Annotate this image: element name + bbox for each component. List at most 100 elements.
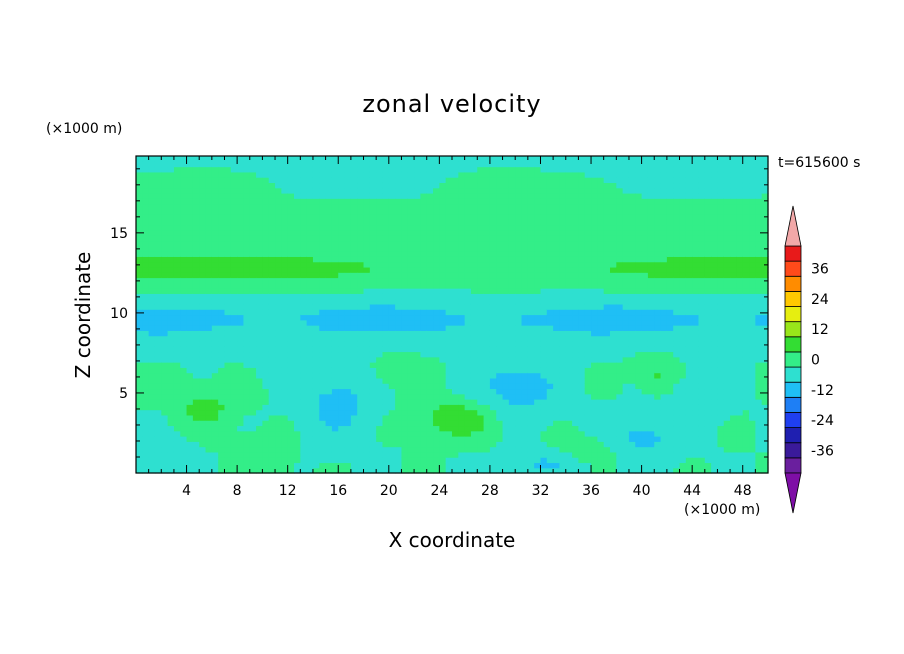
- field-cell: [237, 346, 245, 353]
- field-cell: [489, 346, 497, 353]
- field-cell: [199, 214, 207, 220]
- field-cell: [622, 372, 630, 379]
- field-cell: [597, 229, 605, 236]
- field-cell: [597, 362, 605, 368]
- field-cell: [635, 346, 643, 353]
- field-cell: [647, 457, 655, 464]
- field-cell: [414, 467, 421, 474]
- field-cell: [338, 251, 346, 257]
- field-cell: [641, 314, 649, 321]
- field-cell: [256, 298, 263, 305]
- field-cell: [350, 272, 358, 279]
- field-cell: [319, 203, 327, 210]
- field-cell: [256, 245, 263, 252]
- field-cell: [578, 393, 586, 400]
- field-cell: [414, 314, 421, 321]
- field-cell: [161, 166, 169, 173]
- field-cell: [628, 240, 636, 247]
- field-cell: [363, 409, 371, 416]
- field-cell: [331, 340, 339, 347]
- field-cell: [540, 377, 548, 384]
- field-cell: [249, 182, 257, 189]
- field-cell: [527, 467, 535, 474]
- field-cell: [300, 208, 308, 215]
- field-cell: [433, 314, 440, 321]
- field-cell: [439, 351, 447, 358]
- field-cell: [173, 356, 181, 363]
- field-cell: [192, 335, 200, 342]
- field-cell: [553, 214, 561, 220]
- field-cell: [395, 404, 403, 411]
- field-cell: [262, 367, 270, 374]
- field-cell: [470, 187, 478, 194]
- field-cell: [199, 340, 207, 347]
- field-cell: [565, 261, 573, 268]
- field-cell: [603, 451, 611, 458]
- field-cell: [433, 377, 440, 384]
- field-cell: [281, 414, 289, 421]
- field-cell: [230, 319, 238, 326]
- field-cell: [218, 346, 226, 353]
- field-cell: [502, 182, 510, 189]
- field-cell: [445, 182, 453, 189]
- field-cell: [426, 383, 434, 390]
- field-cell: [338, 346, 346, 353]
- field-cell: [369, 430, 377, 437]
- field-cell: [249, 325, 257, 331]
- field-cell: [597, 293, 605, 300]
- field-cell: [660, 430, 668, 437]
- field-cell: [635, 436, 643, 442]
- field-cell: [243, 457, 251, 464]
- field-cell: [445, 362, 453, 368]
- field-cell: [578, 340, 586, 347]
- field-cell: [647, 171, 655, 178]
- field-cell: [300, 293, 308, 300]
- field-cell: [300, 288, 308, 294]
- field-cell: [508, 325, 516, 331]
- field-cell: [521, 309, 529, 316]
- field-cell: [344, 462, 352, 469]
- field-cell: [654, 420, 662, 427]
- field-cell: [363, 198, 371, 205]
- field-cell: [407, 261, 415, 268]
- field-cell: [344, 198, 352, 205]
- field-cell: [647, 446, 655, 453]
- field-cell: [452, 399, 459, 405]
- field-cell: [647, 288, 655, 294]
- field-cell: [584, 404, 592, 411]
- field-cell: [401, 388, 409, 395]
- field-cell: [161, 256, 169, 263]
- field-cell: [458, 462, 466, 469]
- field-cell: [218, 219, 226, 226]
- field-cell: [167, 335, 175, 342]
- field-cell: [275, 362, 282, 368]
- field-cell: [369, 293, 377, 300]
- field-cell: [192, 346, 200, 353]
- field-cell: [464, 362, 472, 368]
- field-cell: [294, 404, 301, 411]
- field-cell: [199, 166, 207, 173]
- field-cell: [597, 219, 605, 226]
- field-cell: [205, 298, 213, 305]
- field-cell: [154, 446, 162, 453]
- field-cell: [572, 203, 579, 210]
- field-cell: [420, 256, 428, 263]
- field-cell: [275, 198, 282, 205]
- field-cell: [199, 219, 207, 226]
- field-cell: [338, 171, 346, 178]
- field-cell: [559, 393, 567, 400]
- field-cell: [521, 446, 529, 453]
- field-cell: [199, 319, 207, 326]
- field-cell: [534, 161, 542, 168]
- field-cell: [154, 171, 162, 178]
- field-cell: [256, 288, 263, 294]
- field-cell: [262, 446, 270, 453]
- field-cell: [534, 288, 542, 294]
- field-cell: [452, 282, 459, 289]
- field-cell: [173, 251, 181, 257]
- field-cell: [148, 367, 156, 374]
- field-cell: [331, 388, 339, 395]
- field-cell: [331, 156, 339, 162]
- field-cell: [262, 166, 270, 173]
- field-cell: [306, 367, 314, 374]
